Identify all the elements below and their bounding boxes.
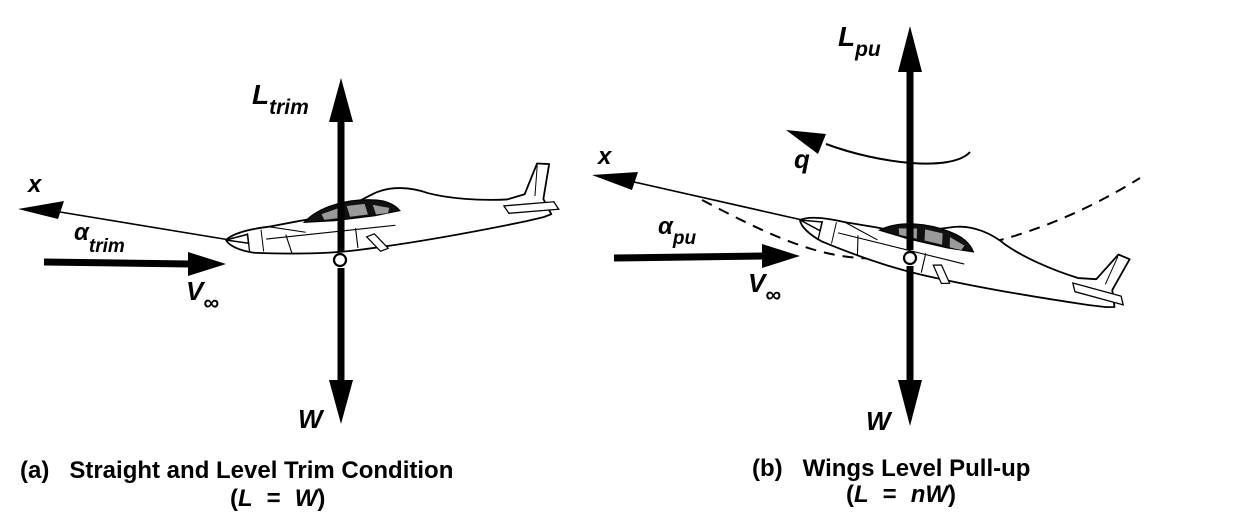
x-axis-label-a: x <box>26 171 43 198</box>
airplane-a <box>220 160 563 271</box>
panel-b: x αpu V∞ Lpu q W (b) Wings Level Pull-up … <box>592 21 1141 508</box>
weight-arrowhead-b <box>898 380 922 426</box>
caption-a-equation: (L = W) <box>230 485 325 512</box>
lift-arrowhead-b <box>898 26 922 72</box>
x-axis-line-b <box>633 181 821 225</box>
x-axis-label-b: x <box>596 143 613 170</box>
caption-b-title: (b) Wings Level Pull-up <box>752 455 1030 482</box>
airplane-b <box>792 182 1135 326</box>
weight-label-a: W <box>298 404 325 434</box>
velocity-arrowhead-b <box>762 244 800 268</box>
x-axis-arrowhead-b <box>592 172 638 190</box>
velocity-label-b: V∞ <box>748 268 781 307</box>
cg-marker-a <box>332 252 348 268</box>
lift-label-b: Lpu <box>838 21 881 61</box>
x-axis-line-a <box>59 211 231 241</box>
pitch-rate-label: q <box>794 144 810 174</box>
lift-arrowhead-a <box>329 78 353 122</box>
alpha-trim-label: αtrim <box>74 219 125 257</box>
cg-marker-b <box>902 250 918 266</box>
weight-arrowhead-a <box>329 380 353 424</box>
velocity-label-a: V∞ <box>186 276 219 315</box>
alpha-pu-label: αpu <box>658 213 696 249</box>
caption-a-title: (a) Straight and Level Trim Condition <box>20 457 453 484</box>
panel-a: x αtrim V∞ Ltrim W (a) Straight and Level… <box>18 78 563 512</box>
velocity-arrowhead-a <box>188 252 226 276</box>
velocity-arrow-a <box>43 258 191 268</box>
pitch-rate-arrowhead <box>786 130 826 154</box>
lift-label-a: Ltrim <box>252 79 309 119</box>
pitch-rate-arc <box>825 143 971 165</box>
x-axis-arrowhead-a <box>18 201 64 219</box>
velocity-arrow-b <box>613 252 765 262</box>
weight-label-b: W <box>866 406 893 436</box>
caption-b-equation: (L = nW) <box>846 481 956 508</box>
